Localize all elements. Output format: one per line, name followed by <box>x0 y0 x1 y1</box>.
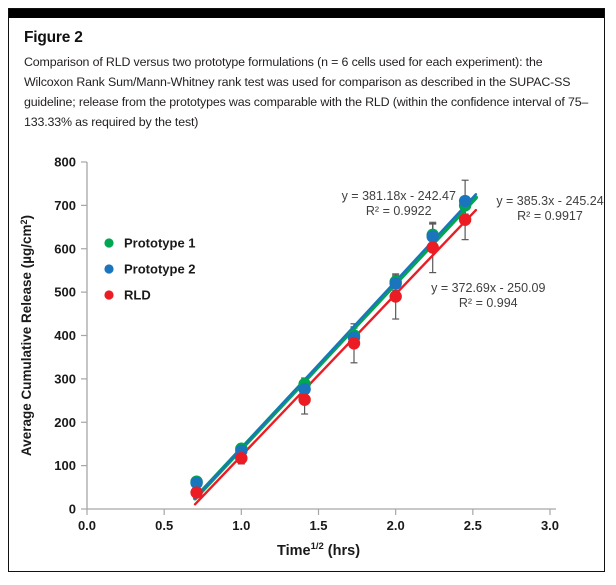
annotation-prototype-1-equation: y = 381.18x - 242.47 <box>342 189 456 203</box>
y-tick-label: 600 <box>54 241 76 256</box>
legend-marker <box>104 264 114 274</box>
y-tick-label: 200 <box>54 415 76 430</box>
legend-item: RLD <box>104 288 151 303</box>
figure-panel: Figure 2 Comparison of RLD versus two pr… <box>8 8 605 572</box>
x-tick-label: 2.0 <box>387 518 405 533</box>
annotation-prototype-2-r2: R² = 0.9917 <box>517 209 583 223</box>
annotation-rld-r2: R² = 0.994 <box>459 296 518 310</box>
data-point-rld <box>458 213 472 226</box>
annotation-rld-equation: y = 372.69x - 250.09 <box>431 281 545 295</box>
annotation-prototype-1-r2: R² = 0.9922 <box>366 204 432 218</box>
data-point-prototype-2 <box>426 230 439 243</box>
x-tick-label: 1.0 <box>232 518 250 533</box>
legend-marker <box>104 238 114 248</box>
legend-label: RLD <box>124 288 151 303</box>
y-tick-label: 700 <box>54 198 76 213</box>
figure-label: Figure 2 <box>24 29 83 46</box>
annotation-prototype-2-equation: y = 385.3x - 245.24 <box>496 194 603 208</box>
data-point-rld <box>235 452 248 465</box>
y-tick-label: 500 <box>54 285 76 300</box>
release-chart: 0 100 200 300 400 500 600 700 800 0.0 0.5 1.0 1.5 2.0… <box>19 155 604 560</box>
data-point-prototype-2 <box>389 277 402 290</box>
data-point-prototype-2 <box>190 476 203 490</box>
legend-marker <box>104 290 114 300</box>
data-point-rld <box>426 241 439 254</box>
data-point-rld <box>347 337 361 350</box>
legend-item: Prototype 2 <box>104 262 196 277</box>
legend-label: Prototype 2 <box>124 262 196 277</box>
data-point-rld <box>389 290 402 303</box>
y-tick-label: 800 <box>54 155 76 170</box>
x-tick-label: 1.5 <box>309 518 327 533</box>
y-tick-label: 400 <box>54 328 76 343</box>
y-tick-label: 100 <box>54 458 76 473</box>
chart-area: 0 100 200 300 400 500 600 700 800 0.0 0.5 1.0 1.5 2.0… <box>11 147 607 571</box>
figure-caption: Comparison of RLD versus two prototype f… <box>24 55 589 129</box>
y-tick-label: 0 <box>69 502 76 517</box>
legend-label: Prototype 1 <box>124 236 196 251</box>
y-axis-label: Average Cumulative Release (µg/cm2) <box>19 215 34 456</box>
figure-top-bar <box>9 9 604 18</box>
legend-item: Prototype 1 <box>104 236 196 251</box>
data-point-prototype-2 <box>298 383 311 396</box>
x-tick-label: 2.5 <box>464 518 482 533</box>
x-axis-label: Time1/2 (hrs) <box>277 541 360 559</box>
data-point-rld <box>190 486 203 499</box>
data-point-prototype-2 <box>458 194 472 208</box>
y-tick-label: 300 <box>54 371 76 386</box>
data-point-rld <box>298 393 311 406</box>
legend: Prototype 1 Prototype 2 RLD <box>104 236 196 303</box>
x-tick-label: 0.0 <box>78 518 96 533</box>
x-tick-label: 0.5 <box>155 518 173 533</box>
x-tick-label: 3.0 <box>541 518 559 533</box>
